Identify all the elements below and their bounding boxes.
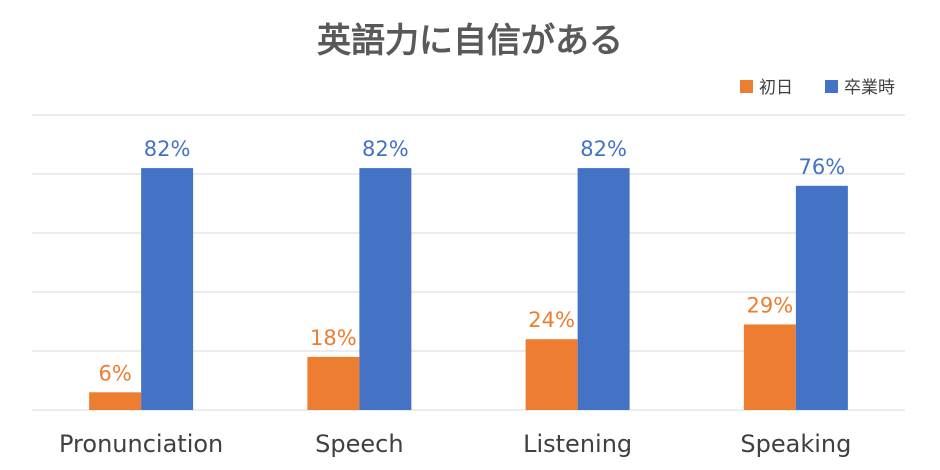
chart-title: 英語力に自信がある xyxy=(317,21,623,61)
category-label-speech: Speech xyxy=(315,430,403,458)
legend-label-graduation: 卒業時 xyxy=(844,78,895,98)
data-label-first-day-speaking: 29% xyxy=(747,293,794,317)
legend: 初日 卒業時 xyxy=(740,78,895,98)
legend-swatch-graduation xyxy=(825,80,838,93)
bar-graduation-speaking xyxy=(795,185,848,410)
data-label-graduation-speaking: 76% xyxy=(799,155,846,179)
data-label-graduation-listening: 82% xyxy=(580,137,627,161)
category-label-pronunciation: Pronunciation xyxy=(59,430,223,458)
data-labels: 6% 82% 18% 82% 24% 82% 29% 76% xyxy=(98,137,845,385)
bar-graduation-speech xyxy=(359,168,412,410)
data-label-graduation-pronunciation: 82% xyxy=(144,137,191,161)
data-label-first-day-pronunciation: 6% xyxy=(98,361,131,385)
category-label-listening: Listening xyxy=(523,430,632,458)
bar-first-day-speech xyxy=(307,356,360,410)
data-label-graduation-speech: 82% xyxy=(362,137,409,161)
data-label-first-day-speech: 18% xyxy=(310,326,357,350)
bar-graduation-listening xyxy=(577,168,630,410)
category-label-speaking: Speaking xyxy=(740,430,851,458)
bar-first-day-pronunciation xyxy=(89,392,142,410)
bars xyxy=(89,168,848,410)
bar-graduation-pronunciation xyxy=(141,168,194,410)
legend-label-first-day: 初日 xyxy=(759,78,793,98)
legend-swatch-first-day xyxy=(740,80,753,93)
bar-first-day-listening xyxy=(525,339,578,410)
bar-first-day-speaking xyxy=(743,324,796,410)
category-labels: Pronunciation Speech Listening Speaking xyxy=(59,430,851,458)
data-label-first-day-listening: 24% xyxy=(528,308,575,332)
